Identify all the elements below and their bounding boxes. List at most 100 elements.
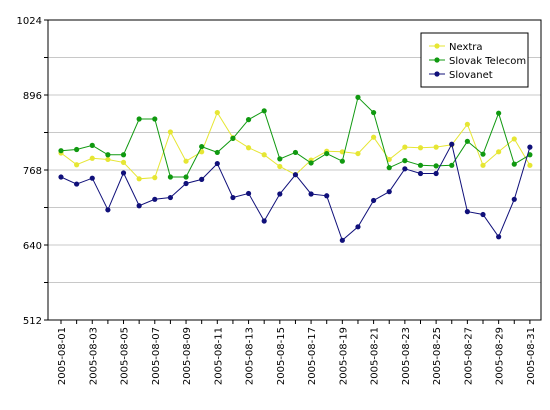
data-point (277, 163, 283, 170)
x-tick-label: 2005-08-01 (57, 327, 68, 385)
data-point (527, 152, 533, 158)
x-tick-label: 2005-08-17 (307, 327, 318, 385)
data-point (433, 163, 439, 169)
data-point (167, 129, 174, 135)
series-slovak-telecom (58, 94, 533, 180)
data-point (464, 209, 470, 215)
x-tick-label: 2005-08-07 (151, 327, 162, 385)
x-tick-label: 2005-08-19 (338, 327, 349, 385)
data-point (339, 237, 345, 243)
data-point (120, 152, 127, 158)
data-point (480, 151, 486, 157)
data-point (136, 176, 142, 182)
data-point (324, 193, 330, 199)
data-point (386, 189, 392, 195)
data-point (277, 156, 283, 162)
data-point (105, 156, 111, 163)
data-point (152, 116, 158, 122)
legend: Nextra Slovak Telecom Slovanet (420, 32, 529, 88)
data-point (308, 160, 314, 166)
data-point (464, 138, 470, 144)
series-layer (58, 94, 533, 243)
data-point (214, 160, 220, 167)
data-point (480, 211, 486, 218)
x-tick-label: 2005-08-11 (213, 327, 224, 385)
x-tick-label: 2005-08-21 (370, 327, 381, 385)
x-tick-label: 2005-08-05 (120, 327, 131, 385)
data-point (199, 149, 205, 155)
data-point (120, 159, 127, 165)
data-point (417, 170, 424, 177)
data-point (120, 170, 127, 176)
data-point (339, 158, 345, 164)
data-point (105, 152, 111, 158)
x-tick-label: 2005-08-29 (495, 327, 506, 385)
data-point (355, 150, 361, 157)
data-point (152, 196, 158, 202)
data-point (371, 134, 377, 140)
data-point (277, 191, 283, 197)
data-point (511, 161, 517, 167)
legend-swatch-marker (434, 71, 440, 77)
data-point (245, 117, 252, 123)
data-point (527, 144, 533, 150)
y-axis: 512 640 768 896 1024 (17, 16, 48, 327)
data-point (417, 162, 424, 168)
data-point (527, 162, 533, 168)
data-point (433, 144, 439, 150)
data-point (417, 145, 424, 151)
y-tick-label: 768 (23, 166, 42, 177)
data-point (167, 194, 174, 201)
data-point (371, 197, 377, 204)
data-point (355, 224, 361, 230)
data-point (261, 108, 267, 114)
data-point (230, 194, 236, 201)
data-point (261, 152, 267, 158)
data-point (386, 156, 392, 163)
data-point (386, 165, 392, 171)
y-tick-label: 640 (23, 241, 42, 252)
legend-swatch-marker (434, 57, 440, 63)
data-point (402, 158, 408, 164)
data-point (464, 121, 470, 127)
data-point (496, 110, 502, 116)
data-point (355, 94, 361, 100)
data-point (339, 149, 345, 155)
x-tick-label: 2005-08-15 (276, 327, 287, 385)
x-tick-label: 2005-08-03 (88, 327, 99, 385)
data-point (58, 174, 64, 180)
x-tick-label: 2005-08-31 (526, 327, 537, 385)
data-point (74, 181, 80, 187)
y-tick-label: 1024 (17, 16, 42, 27)
data-point (89, 142, 95, 148)
data-point (433, 170, 439, 177)
data-point (308, 191, 314, 197)
data-point (74, 146, 80, 153)
data-point (230, 135, 236, 141)
data-point (183, 180, 189, 187)
series-slovanet (58, 141, 533, 243)
legend-label: Slovak Telecom (449, 56, 526, 67)
data-point (152, 175, 158, 181)
legend-swatch-marker (434, 43, 440, 49)
x-axis: 2005-08-01 2005-08-03 2005-08-05 2005-08-07… (57, 320, 537, 385)
data-point (183, 174, 189, 180)
x-tick-label: 2005-08-13 (245, 327, 256, 385)
x-tick-label: 2005-08-27 (463, 327, 474, 385)
data-point (58, 148, 64, 154)
x-tick-label: 2005-08-23 (401, 327, 412, 385)
data-point (261, 218, 267, 224)
data-point (199, 143, 205, 150)
x-tick-label: 2005-08-25 (432, 327, 443, 385)
data-point (136, 116, 142, 122)
data-point (292, 172, 299, 178)
y-tick-label: 512 (23, 316, 42, 327)
data-point (449, 162, 455, 168)
data-point (89, 175, 95, 181)
data-point (199, 176, 205, 182)
data-point (402, 166, 408, 172)
data-point (214, 149, 220, 156)
data-point (136, 203, 142, 209)
data-point (511, 136, 517, 142)
data-point (292, 149, 299, 156)
